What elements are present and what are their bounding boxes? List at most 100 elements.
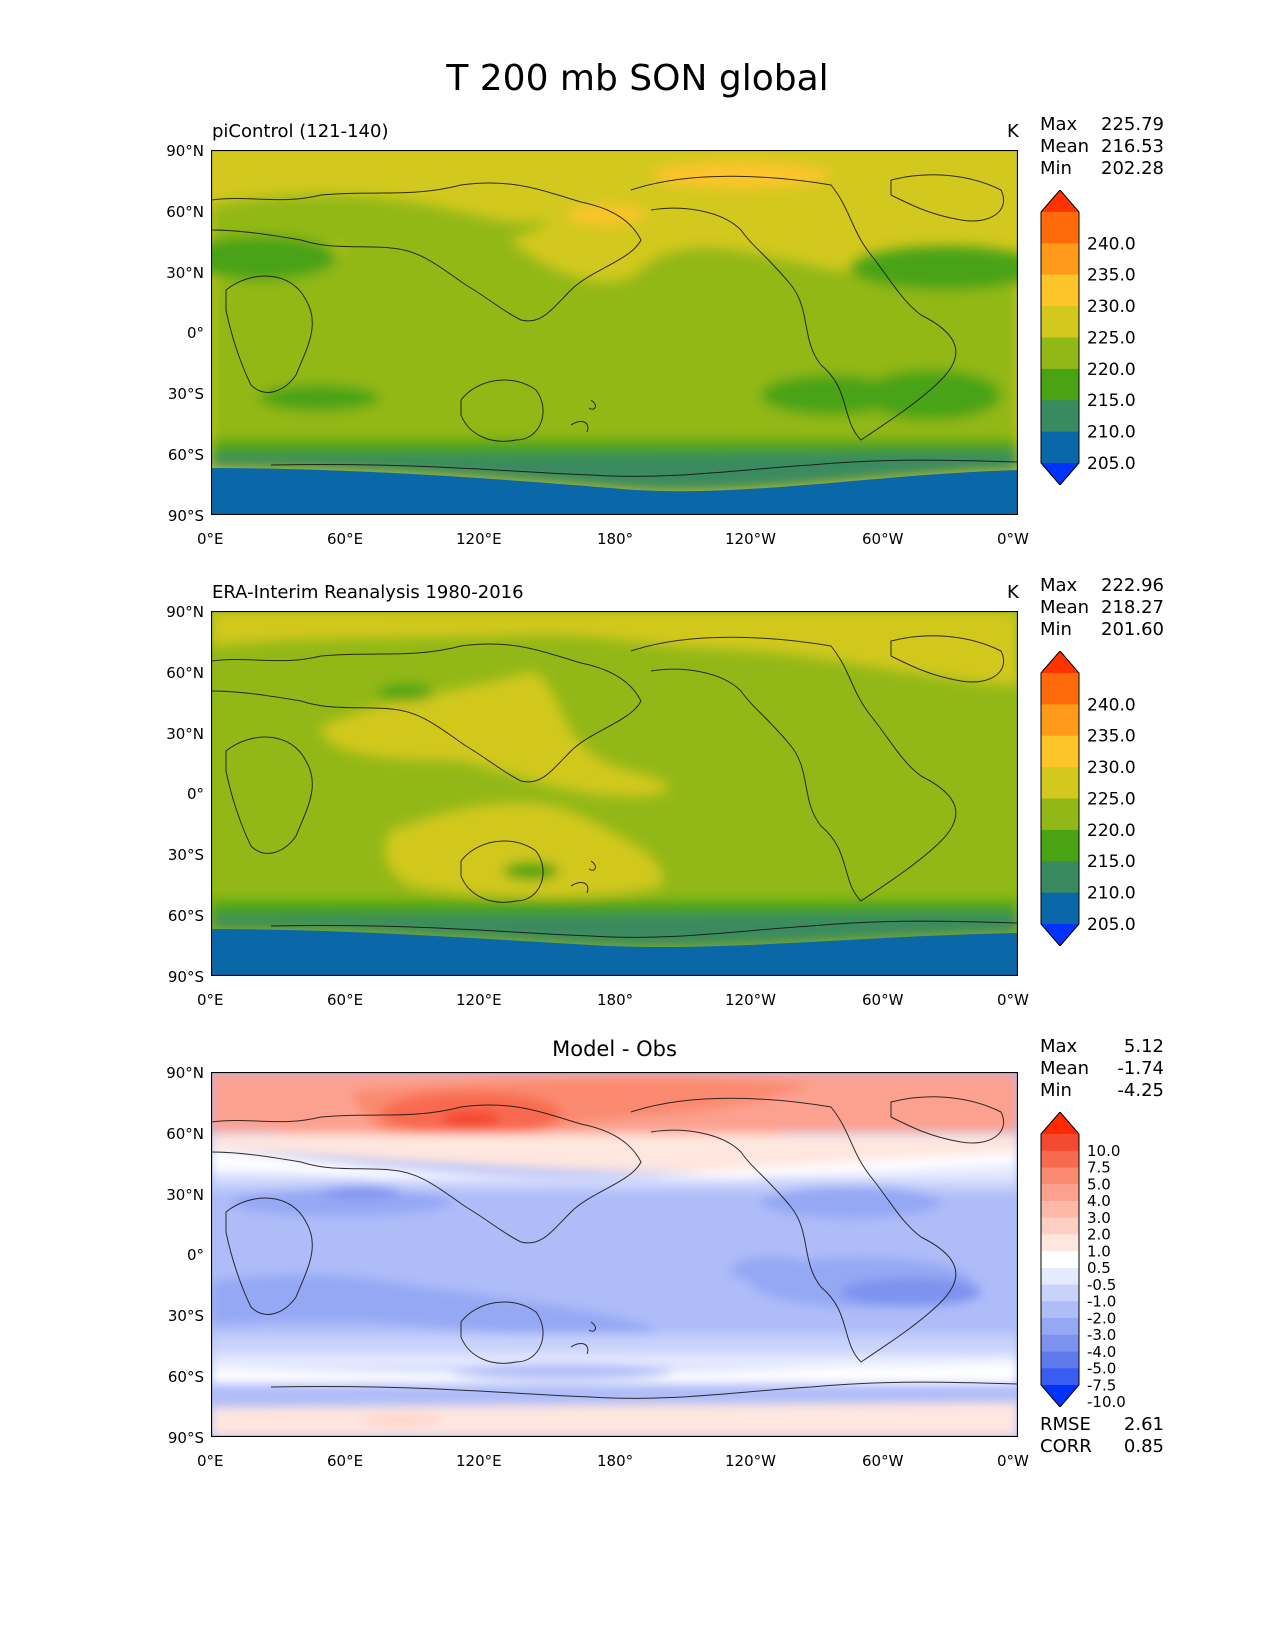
- y-tick-label: 30°N: [166, 264, 204, 282]
- colorbar-tick-label: -7.5: [1087, 1376, 1116, 1394]
- stat-min-label: Min: [1040, 1080, 1072, 1101]
- colorbar-tick-label: 1.0: [1087, 1242, 1111, 1260]
- x-tick-label: 120°W: [725, 530, 776, 548]
- colorbar-segment: [1041, 673, 1079, 705]
- y-tick-label: 0°: [186, 1246, 204, 1264]
- x-tick-label: 0°E: [197, 1452, 224, 1470]
- x-tick-label: 120°W: [725, 1452, 776, 1470]
- x-tick-label: 180°: [597, 1452, 634, 1470]
- y-tick-label: 0°: [186, 324, 204, 342]
- colorbar-segment: [1041, 829, 1079, 862]
- map-plot: [211, 611, 1018, 976]
- stat-mean-value: 218.27: [1101, 597, 1164, 618]
- colorbar-segment: [1041, 1167, 1079, 1185]
- y-tick-label: 90°S: [167, 968, 204, 986]
- panel-title-left: piControl (121-140): [212, 121, 389, 142]
- colorbar-segment: [1041, 1184, 1079, 1202]
- colorbar-segment: [1041, 1251, 1079, 1269]
- colorbar-segment: [1041, 1301, 1079, 1319]
- y-tick-label: 60°N: [166, 1125, 204, 1143]
- page-title: T 200 mb SON global: [446, 58, 829, 99]
- x-tick-label: 60°E: [327, 1452, 364, 1470]
- colorbar-extend-top: [1041, 651, 1079, 673]
- map-plot: [211, 1072, 1018, 1437]
- y-tick-label: 90°S: [167, 507, 204, 525]
- y-tick-label: 90°N: [166, 603, 204, 621]
- stat-max-value: 222.96: [1101, 575, 1164, 596]
- colorbar-tick-label: -3.0: [1087, 1326, 1116, 1344]
- colorbar-segment: [1041, 1134, 1079, 1152]
- x-tick-label: 120°E: [456, 991, 502, 1009]
- x-tick-label: 60°W: [862, 991, 904, 1009]
- colorbar-tick-label: 215.0: [1087, 391, 1136, 411]
- stat-min-value: 202.28: [1101, 158, 1164, 179]
- colorbar-tick-label: 205.0: [1087, 915, 1136, 935]
- map-frame: [211, 611, 1018, 976]
- colorbar-segment: [1041, 1200, 1079, 1219]
- stat-min-value: -4.25: [1117, 1080, 1164, 1101]
- corr-value: 0.85: [1123, 1436, 1164, 1457]
- colorbar-segment: [1041, 1217, 1079, 1235]
- colorbar-tick-label: 220.0: [1087, 360, 1136, 380]
- x-tick-label: 180°: [597, 991, 634, 1009]
- x-tick-label: 120°E: [456, 530, 502, 548]
- units-label: K: [1007, 582, 1019, 603]
- colorbar-outline: [1040, 651, 1080, 946]
- colorbar-segment: [1041, 1284, 1079, 1302]
- y-tick-label: 30°S: [167, 1307, 204, 1325]
- colorbar-extend-top: [1041, 190, 1079, 212]
- colorbar-segment: [1041, 1150, 1079, 1168]
- colorbar-segment: [1041, 1267, 1079, 1286]
- colorbar-segment: [1041, 274, 1079, 307]
- stat-max-label: Max: [1040, 575, 1078, 596]
- colorbar-extend-bottom: [1041, 1385, 1079, 1407]
- units-label: K: [1007, 121, 1019, 142]
- colorbar-tick-label: 10.0: [1087, 1142, 1120, 1160]
- stat-min-label: Min: [1040, 158, 1072, 179]
- colorbar-segment: [1041, 861, 1079, 894]
- colorbar: 240.0 235.0 230.0 225.0 220.0 215.0 210.0 205.0…: [1040, 190, 1136, 485]
- colorbar-extend-top: [1041, 1112, 1079, 1134]
- colorbar-tick-label: -10.0: [1087, 1393, 1126, 1407]
- coastlines: [211, 635, 1018, 938]
- y-tick-label: 90°S: [167, 1429, 204, 1447]
- colorbar-tick-label: 235.0: [1087, 727, 1136, 747]
- coastlines: [211, 1096, 1018, 1399]
- colorbar-segment: [1041, 798, 1079, 831]
- colorbar-outline: [1040, 1112, 1080, 1407]
- colorbar-tick-label: 230.0: [1087, 297, 1136, 317]
- colorbar-extend-bottom: [1041, 924, 1079, 946]
- colorbar-tick-label: 230.0: [1087, 758, 1136, 778]
- stat-max-value: 5.12: [1123, 1036, 1164, 1057]
- colorbar-segment: [1041, 400, 1079, 433]
- stat-max-label: Max: [1040, 1036, 1078, 1057]
- panel-title-center: Model - Obs: [552, 1037, 677, 1061]
- colorbar-segment: [1041, 337, 1079, 370]
- x-tick-label: 0°W: [997, 1452, 1029, 1470]
- colorbar-tick-label: 0.5: [1087, 1259, 1111, 1277]
- colorbar: 10.07.55.04.03.02.01.00.5-0.5-1.0-2.0-3.…: [1040, 1112, 1126, 1407]
- x-tick-label: 60°W: [862, 1452, 904, 1470]
- rmse-label: RMSE: [1040, 1414, 1091, 1435]
- colorbar-tick-label: -0.5: [1087, 1276, 1116, 1294]
- colorbar-segment: [1041, 1234, 1079, 1252]
- colorbar-segment: [1041, 892, 1079, 925]
- colorbar-extend-bottom: [1041, 463, 1079, 485]
- y-tick-label: 60°S: [167, 446, 204, 464]
- rmse-value: 2.61: [1123, 1414, 1164, 1435]
- stat-mean-value: 216.53: [1101, 136, 1164, 157]
- corr-label: CORR: [1040, 1436, 1092, 1457]
- colorbar-tick-label: -4.0: [1087, 1343, 1116, 1361]
- y-tick-label: 60°S: [167, 907, 204, 925]
- colorbar-tick-label: 4.0: [1087, 1192, 1111, 1210]
- colorbar-segment: [1041, 1351, 1079, 1369]
- colorbar-tick-label: 220.0: [1087, 821, 1136, 841]
- colorbar-tick-label: 225.0: [1087, 328, 1136, 348]
- colorbar-tick-label: 205.0: [1087, 454, 1136, 474]
- colorbar-segment: [1041, 306, 1079, 338]
- colorbar-tick-label: 3.0: [1087, 1209, 1111, 1227]
- stat-max-value: 225.79: [1101, 114, 1164, 135]
- colorbar-segment: [1041, 767, 1079, 799]
- stat-min-value: 201.60: [1101, 619, 1164, 640]
- colorbar-tick-label: 235.0: [1087, 266, 1136, 286]
